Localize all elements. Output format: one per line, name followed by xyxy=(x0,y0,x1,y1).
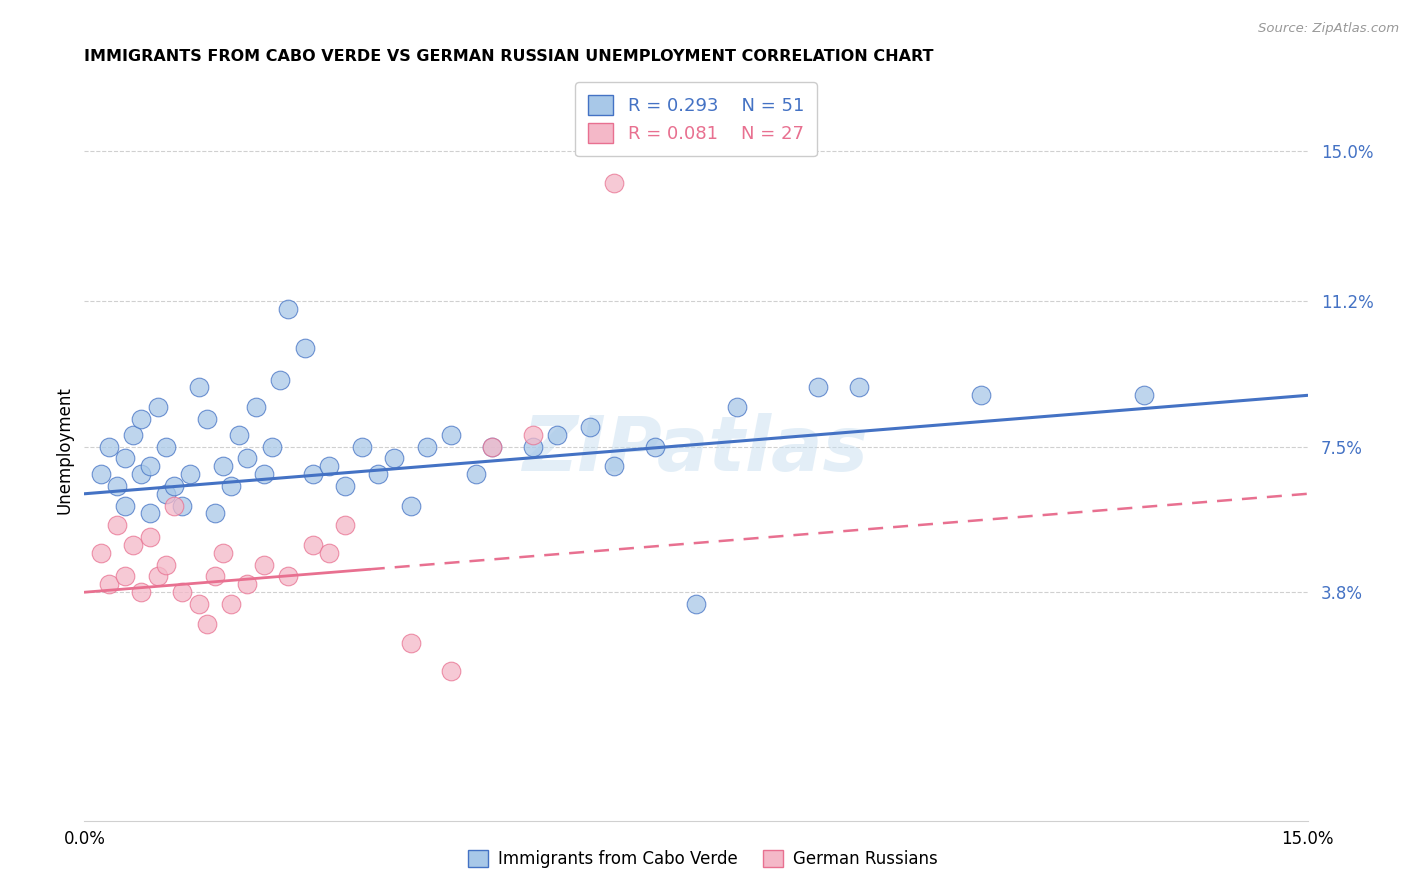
Point xyxy=(114,451,136,466)
Point xyxy=(122,427,145,442)
Point xyxy=(603,459,626,474)
Point xyxy=(172,499,194,513)
Point xyxy=(155,440,177,454)
Point xyxy=(1133,388,1156,402)
Point xyxy=(848,380,870,394)
Point xyxy=(228,427,250,442)
Point xyxy=(318,459,340,474)
Point xyxy=(294,341,316,355)
Point xyxy=(970,388,993,402)
Point xyxy=(172,585,194,599)
Point xyxy=(603,176,626,190)
Point xyxy=(277,301,299,316)
Point xyxy=(260,440,283,454)
Point xyxy=(382,451,405,466)
Point xyxy=(138,530,160,544)
Point xyxy=(105,518,128,533)
Point xyxy=(253,467,276,481)
Point xyxy=(644,440,666,454)
Point xyxy=(522,440,544,454)
Point xyxy=(335,479,357,493)
Point xyxy=(350,440,373,454)
Point xyxy=(90,467,112,481)
Point xyxy=(195,412,218,426)
Legend: Immigrants from Cabo Verde, German Russians: Immigrants from Cabo Verde, German Russi… xyxy=(461,843,945,875)
Point xyxy=(245,400,267,414)
Point xyxy=(318,546,340,560)
Point xyxy=(440,664,463,678)
Point xyxy=(481,440,503,454)
Point xyxy=(146,400,169,414)
Point xyxy=(163,479,186,493)
Point xyxy=(187,597,209,611)
Point xyxy=(212,459,235,474)
Point xyxy=(138,507,160,521)
Point xyxy=(212,546,235,560)
Point xyxy=(301,467,323,481)
Text: Source: ZipAtlas.com: Source: ZipAtlas.com xyxy=(1258,22,1399,36)
Point xyxy=(97,577,120,591)
Point xyxy=(219,597,242,611)
Point xyxy=(416,440,439,454)
Point xyxy=(236,577,259,591)
Point xyxy=(219,479,242,493)
Point xyxy=(179,467,201,481)
Y-axis label: Unemployment: Unemployment xyxy=(55,386,73,515)
Point xyxy=(399,636,422,650)
Point xyxy=(163,499,186,513)
Point xyxy=(546,427,568,442)
Point xyxy=(204,507,226,521)
Point xyxy=(685,597,707,611)
Point xyxy=(335,518,357,533)
Point xyxy=(464,467,486,481)
Point xyxy=(579,420,602,434)
Point xyxy=(253,558,276,572)
Point xyxy=(195,616,218,631)
Text: IMMIGRANTS FROM CABO VERDE VS GERMAN RUSSIAN UNEMPLOYMENT CORRELATION CHART: IMMIGRANTS FROM CABO VERDE VS GERMAN RUS… xyxy=(84,49,934,64)
Point xyxy=(440,427,463,442)
Point xyxy=(399,499,422,513)
Text: ZIPatlas: ZIPatlas xyxy=(523,414,869,487)
Point xyxy=(114,499,136,513)
Point xyxy=(122,538,145,552)
Point xyxy=(131,412,153,426)
Point xyxy=(105,479,128,493)
Point xyxy=(155,487,177,501)
Point xyxy=(277,569,299,583)
Point xyxy=(146,569,169,583)
Point xyxy=(138,459,160,474)
Point xyxy=(807,380,830,394)
Point xyxy=(155,558,177,572)
Point xyxy=(204,569,226,583)
Point xyxy=(301,538,323,552)
Point xyxy=(114,569,136,583)
Point xyxy=(725,400,748,414)
Point xyxy=(90,546,112,560)
Point xyxy=(481,440,503,454)
Point xyxy=(236,451,259,466)
Point xyxy=(269,373,291,387)
Point xyxy=(367,467,389,481)
Point xyxy=(131,467,153,481)
Point xyxy=(522,427,544,442)
Point xyxy=(131,585,153,599)
Point xyxy=(187,380,209,394)
Point xyxy=(97,440,120,454)
Legend: R = 0.293    N = 51, R = 0.081    N = 27: R = 0.293 N = 51, R = 0.081 N = 27 xyxy=(575,82,817,156)
